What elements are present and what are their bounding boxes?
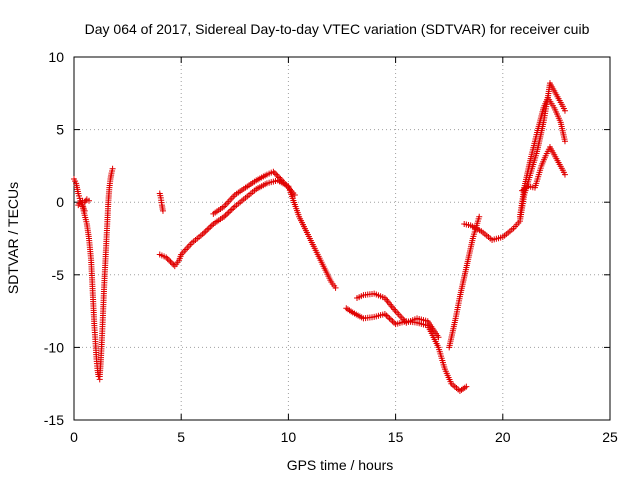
data-point: [274, 173, 281, 180]
series-arc-d: [96, 165, 116, 380]
data-point: [168, 260, 175, 267]
x-tick-label: 25: [602, 429, 618, 445]
y-tick-label: -15: [44, 412, 64, 428]
data-point: [270, 168, 277, 175]
data-point: [227, 207, 234, 214]
x-axis-label: GPS time / hours: [287, 457, 394, 473]
data-point: [277, 175, 284, 182]
data-point: [386, 315, 393, 322]
data-point: [561, 138, 568, 145]
y-axis-label: SDTVAR / TECUs: [5, 182, 21, 294]
data-point: [271, 170, 278, 177]
series-arc-e: [156, 190, 166, 214]
x-tick-labels: 0 5 10 15 20 25: [70, 429, 618, 445]
data-point: [202, 228, 209, 235]
y-tick-label: 5: [56, 122, 64, 138]
data-point: [561, 171, 568, 178]
data-point: [201, 229, 208, 236]
y-tick-label: -10: [44, 339, 64, 355]
data-point: [164, 255, 171, 262]
data-point: [159, 207, 166, 214]
data-point: [273, 171, 280, 178]
data-point: [207, 223, 214, 230]
data-point: [205, 225, 212, 232]
data-point: [291, 191, 298, 198]
data-point: [463, 383, 470, 390]
data-point: [86, 197, 93, 204]
x-tick-label: 10: [281, 429, 297, 445]
x-tick-label: 15: [388, 429, 404, 445]
data-point: [435, 334, 442, 341]
data-point: [208, 222, 215, 229]
data-point: [388, 316, 395, 323]
data-point: [276, 174, 283, 181]
data-point: [391, 319, 398, 326]
series-arc-m: [519, 144, 568, 194]
y-tick-labels: 10 5 0 -5 -10 -15: [44, 49, 64, 428]
data-point: [204, 226, 211, 233]
data-point: [332, 284, 339, 291]
data-point: [109, 165, 116, 172]
data-point: [163, 254, 170, 261]
data-point: [166, 257, 173, 264]
series-arc-b: [75, 196, 93, 209]
series-arc-i: [354, 290, 442, 341]
y-tick-label: -5: [52, 267, 65, 283]
data-point: [389, 318, 396, 325]
data-point: [230, 205, 237, 212]
data-point: [167, 258, 174, 265]
series-arc-l: [516, 94, 568, 220]
axis-ticks: [73, 56, 611, 421]
x-tick-label: 0: [70, 429, 78, 445]
data-point: [225, 209, 232, 216]
data-point: [222, 212, 229, 219]
plot-frame: [73, 56, 611, 421]
data-point: [384, 313, 391, 320]
grid-lines: [74, 57, 610, 420]
data-point: [228, 206, 235, 213]
data-point: [383, 312, 390, 319]
chart-title: Day 064 of 2017, Sidereal Day-to-day VTE…: [85, 21, 590, 37]
data-point: [561, 107, 568, 114]
x-tick-label: 5: [177, 429, 185, 445]
y-tick-label: 0: [56, 194, 64, 210]
series-arc-g: [210, 168, 298, 217]
series-arc-a: [71, 175, 88, 214]
data-points: [71, 80, 568, 394]
x-tick-label: 20: [495, 429, 511, 445]
series-arc-h: [343, 305, 470, 394]
y-tick-label: 10: [48, 49, 64, 65]
data-point: [224, 210, 231, 217]
data-point: [76, 200, 83, 207]
series-arc-f: [156, 177, 339, 291]
series-arc-j: [446, 213, 483, 351]
data-point: [476, 213, 483, 220]
